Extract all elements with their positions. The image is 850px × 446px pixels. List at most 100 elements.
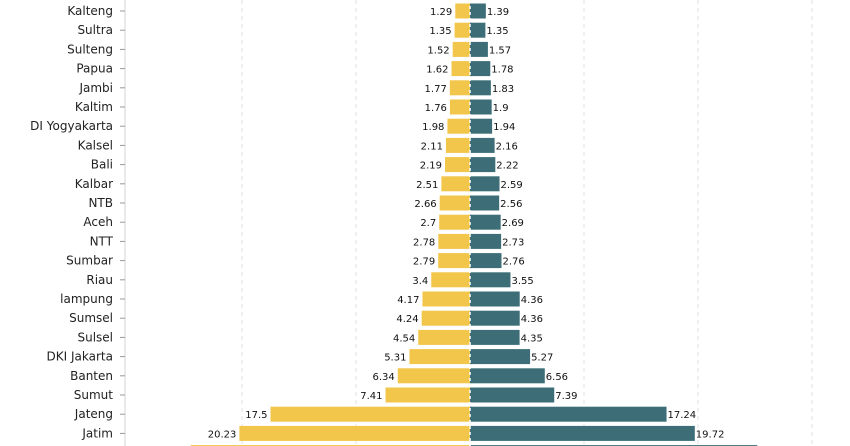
right-value-label: 1.35 [486, 26, 508, 37]
right-value-label: 1.78 [491, 65, 513, 76]
left-value-label: 4.17 [397, 295, 419, 306]
right-value-label: 7.39 [555, 391, 577, 402]
left-value-label: 2.66 [414, 199, 436, 210]
category-label: DKI Jakarta [47, 350, 113, 364]
right-bar [470, 349, 531, 365]
category-label: Jateng [74, 407, 113, 421]
right-bar [470, 233, 502, 249]
category-label: Jatim [81, 426, 113, 440]
category-label: Sultra [77, 23, 113, 37]
left-value-label: 5.31 [384, 353, 406, 364]
left-bar [454, 22, 470, 38]
right-bar [470, 406, 667, 422]
left-bar [455, 3, 470, 19]
right-value-label: 1.9 [493, 103, 509, 114]
left-bar [452, 41, 470, 57]
right-bar [470, 99, 492, 115]
left-value-label: 1.29 [430, 7, 452, 18]
right-bar [470, 214, 501, 230]
left-value-label: 1.35 [429, 26, 451, 37]
category-label: Sumut [74, 388, 114, 402]
category-label: Riau [86, 273, 113, 287]
left-value-label: 4.24 [396, 314, 418, 325]
left-bar [422, 291, 470, 307]
category-label: Sulsel [77, 330, 113, 344]
right-value-label: 2.73 [502, 237, 524, 248]
left-bar [239, 425, 470, 441]
left-value-label: 1.52 [427, 45, 449, 56]
left-value-label: 4.54 [393, 333, 415, 344]
left-value-label: 1.62 [426, 65, 448, 76]
right-bar [470, 3, 486, 19]
right-value-label: 2.76 [502, 257, 524, 268]
category-label: Aceh [83, 215, 113, 229]
right-value-label: 17.24 [668, 410, 697, 421]
left-bar [431, 272, 470, 288]
category-label: Kaltim [75, 100, 113, 114]
left-bar [449, 99, 470, 115]
right-bar [470, 61, 491, 77]
right-value-label: 1.83 [492, 84, 514, 95]
right-bar [470, 310, 520, 326]
right-value-label: 2.16 [496, 141, 518, 152]
right-value-label: 6.56 [546, 372, 568, 383]
right-bar [470, 22, 486, 38]
left-value-label: 3.4 [412, 276, 428, 287]
right-bar [470, 195, 500, 211]
right-value-label: 1.94 [493, 122, 515, 133]
left-bar [445, 137, 470, 153]
left-value-label: 20.23 [208, 429, 237, 440]
right-bar [470, 80, 491, 96]
right-bar [470, 329, 520, 345]
right-bar [470, 176, 500, 192]
left-bar [447, 118, 470, 134]
right-value-label: 2.59 [501, 180, 523, 191]
right-value-label: 2.69 [502, 218, 524, 229]
left-bar [385, 387, 470, 403]
category-label: Kalteng [67, 4, 113, 18]
left-value-label: 2.51 [416, 180, 438, 191]
left-value-label: 1.77 [425, 84, 447, 95]
category-label: Kalsel [78, 138, 113, 152]
left-value-label: 2.19 [420, 161, 442, 172]
left-bar [441, 176, 470, 192]
right-value-label: 2.22 [496, 161, 518, 172]
right-value-label: 5.27 [531, 353, 553, 364]
left-bar [449, 80, 470, 96]
right-bar [470, 368, 545, 384]
category-label: NTB [88, 196, 113, 210]
right-bar [470, 291, 520, 307]
left-bar [270, 406, 470, 422]
left-value-label: 1.76 [425, 103, 447, 114]
category-label: Jambi [78, 81, 113, 95]
left-bar [439, 214, 470, 230]
grid-lines [124, 0, 813, 446]
right-value-label: 4.36 [521, 314, 543, 325]
right-bar [470, 253, 502, 269]
value-labels: 1.29 1.39 1.35 1.35 1.52 1.57 1.62 1.78 1.77 1.83… [208, 7, 725, 440]
left-value-label: 7.41 [360, 391, 382, 402]
right-value-label: 3.55 [511, 276, 533, 287]
left-bar [397, 368, 470, 384]
category-label: Sumsel [69, 311, 113, 325]
right-bar [470, 137, 495, 153]
bars [190, 0, 758, 446]
left-bar [445, 157, 470, 173]
right-value-label: 4.35 [521, 333, 543, 344]
right-bar [470, 387, 555, 403]
left-value-label: 17.5 [245, 410, 267, 421]
category-label: Kalbar [75, 177, 113, 191]
left-bar [439, 195, 470, 211]
left-bar [451, 61, 470, 77]
right-bar [470, 425, 695, 441]
left-bar [418, 329, 470, 345]
left-bar [438, 253, 470, 269]
category-label: DI Yogyakarta [30, 119, 113, 133]
right-bar [470, 157, 496, 173]
category-labels: Kalteng Sultra Sulteng Papua Jambi Kaltim DI Y… [30, 4, 125, 440]
category-label: Sulteng [67, 42, 113, 56]
right-bar [470, 272, 511, 288]
left-value-label: 2.78 [413, 237, 435, 248]
left-value-label: 2.11 [421, 141, 443, 152]
left-value-label: 6.34 [372, 372, 394, 383]
